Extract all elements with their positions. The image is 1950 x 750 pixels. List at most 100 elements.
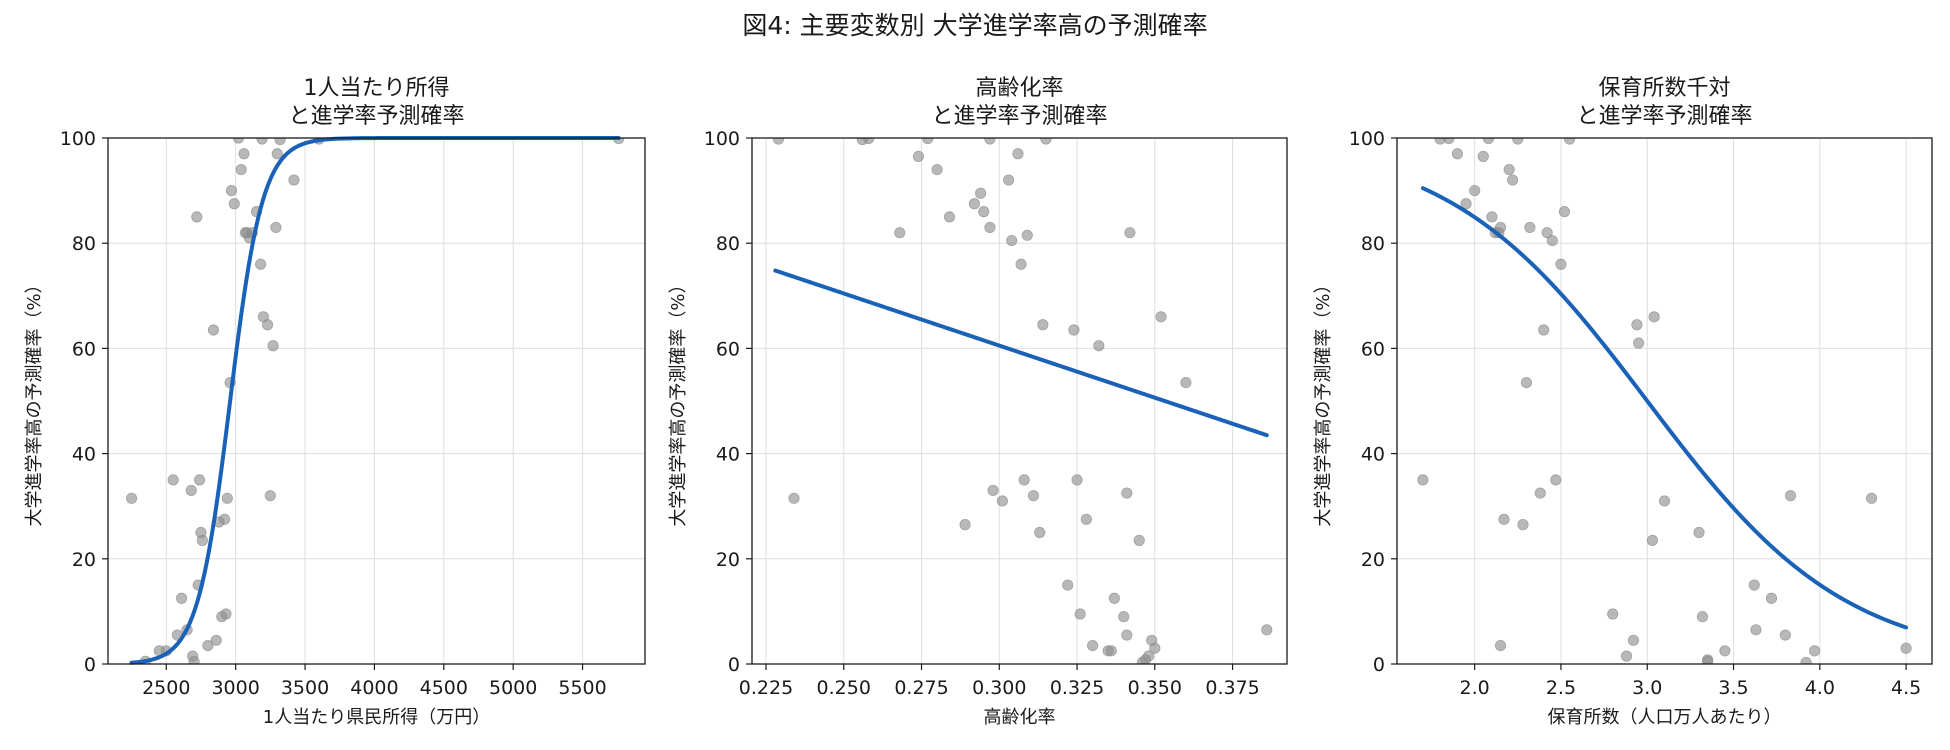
scatter-point xyxy=(196,534,208,546)
y-tick-label: 60 xyxy=(72,338,96,360)
scatter-point xyxy=(271,148,283,160)
scatter-point xyxy=(1121,487,1133,499)
scatter-point xyxy=(255,258,267,270)
y-tick-label: 0 xyxy=(728,654,740,676)
scatter-point xyxy=(1086,639,1099,652)
chart-panel-1: 2500 3000 3500 4000 4500 5000 5500 0 20 40 60 80 100… xyxy=(24,76,646,728)
scatter-point xyxy=(1034,526,1046,539)
x-tick-label: 4.5 xyxy=(1891,677,1921,699)
scatter-point xyxy=(188,655,200,664)
scatter-point xyxy=(1646,534,1659,546)
y-axis-label: 大学進学率高の予測確率（%） xyxy=(1313,275,1334,526)
scatter-point xyxy=(228,198,240,210)
scatter-point xyxy=(1800,656,1812,664)
scatter-point xyxy=(221,492,233,504)
scatter-point xyxy=(1133,534,1145,546)
scatter-point xyxy=(1006,234,1018,247)
x-tick-label: 3000 xyxy=(211,677,259,699)
scatter-point xyxy=(912,150,925,163)
x-tick-label: 4.0 xyxy=(1805,677,1835,699)
scatter-point xyxy=(1541,227,1553,239)
scatter-point xyxy=(1015,258,1027,270)
y-tick-label: 0 xyxy=(84,654,96,676)
scatter-point xyxy=(1486,211,1498,223)
chart-panel-3: 2.0 2.5 3.0 3.5 4.0 4.5 0 20 40 60 80 100 保育所数千対と進学率… xyxy=(1313,76,1933,728)
scatter-point xyxy=(1417,474,1429,486)
scatter-point xyxy=(1648,311,1660,323)
scatter-point xyxy=(1080,513,1092,525)
scatter-point xyxy=(288,174,300,186)
scatter-points xyxy=(772,138,1273,664)
scatter-point xyxy=(1068,324,1080,336)
y-tick-label: 0 xyxy=(1373,654,1385,676)
scatter-points xyxy=(1417,138,1912,664)
scatter-point xyxy=(175,592,188,604)
scatter-point xyxy=(1900,642,1912,654)
scatter-point xyxy=(1750,624,1762,636)
prediction-curve xyxy=(1420,186,1909,630)
scatter-point xyxy=(984,138,996,145)
scatter-point xyxy=(1517,519,1529,531)
scatter-point xyxy=(1779,629,1791,641)
scatter-point xyxy=(987,484,999,497)
scatter-point xyxy=(1719,645,1731,657)
prediction-curve xyxy=(773,268,1269,438)
x-axis-label: 保育所数（人口万人あたり） xyxy=(1548,707,1782,728)
scatter-point xyxy=(191,211,203,223)
x-tick-label: 3500 xyxy=(281,677,329,699)
scatter-point xyxy=(772,138,785,145)
scatter-point xyxy=(1027,490,1040,502)
scatter-point xyxy=(267,340,279,352)
y-tick-label: 100 xyxy=(704,128,740,150)
x-tick-label: 3.5 xyxy=(1718,677,1748,699)
scatter-point xyxy=(1809,645,1821,657)
x-tick-label: 0.325 xyxy=(1050,677,1104,699)
scatter-point xyxy=(1498,513,1510,525)
scatter-point xyxy=(1121,629,1133,641)
prediction-curve xyxy=(129,136,621,665)
y-tick-label: 60 xyxy=(716,338,740,360)
scatter-point xyxy=(788,492,800,504)
scatter-point xyxy=(1627,634,1640,646)
scatter-point xyxy=(894,227,906,239)
scatter-point xyxy=(931,163,943,176)
x-tick-label: 0.300 xyxy=(972,677,1026,699)
scatter-point xyxy=(1149,642,1161,654)
scatter-point xyxy=(1534,487,1546,499)
y-tick-label: 60 xyxy=(1361,338,1385,360)
scatter-point xyxy=(207,324,220,336)
scatter-point xyxy=(1693,526,1705,539)
scatter-point xyxy=(1631,319,1643,331)
scatter-point xyxy=(256,138,268,145)
scatter-point xyxy=(1555,258,1567,270)
scatter-point xyxy=(1620,650,1633,662)
scatter-point xyxy=(202,639,214,652)
scatter-point xyxy=(1865,492,1878,504)
x-tick-label: 0.375 xyxy=(1205,677,1259,699)
scatter-point xyxy=(984,221,996,234)
scatter-point xyxy=(1748,579,1760,591)
scatter-point xyxy=(235,163,247,176)
scatter-point xyxy=(238,148,250,160)
scatter-point xyxy=(943,211,956,223)
scatter-point xyxy=(1451,148,1464,160)
y-tick-label: 20 xyxy=(716,549,740,571)
scatter-point xyxy=(274,138,286,146)
scatter-point xyxy=(1494,221,1507,234)
scatter-point xyxy=(220,608,232,620)
scatter-point xyxy=(1633,337,1645,349)
y-tick-label: 40 xyxy=(716,444,740,466)
panels: 2500 3000 3500 4000 4500 5000 5500020406080100… xyxy=(24,76,1933,728)
scatter-point xyxy=(978,206,990,218)
x-tick-label: 4500 xyxy=(420,677,468,699)
scatter-point xyxy=(210,634,222,646)
scatter-point xyxy=(1037,319,1049,331)
scatter-point xyxy=(1507,174,1519,186)
scatter-point xyxy=(1093,340,1105,352)
scatter-point xyxy=(1118,611,1130,623)
scatter-point xyxy=(1520,376,1533,389)
x-tick-label: 0.225 xyxy=(739,677,793,699)
scatter-point xyxy=(968,198,980,210)
scatter-point xyxy=(1142,650,1155,662)
